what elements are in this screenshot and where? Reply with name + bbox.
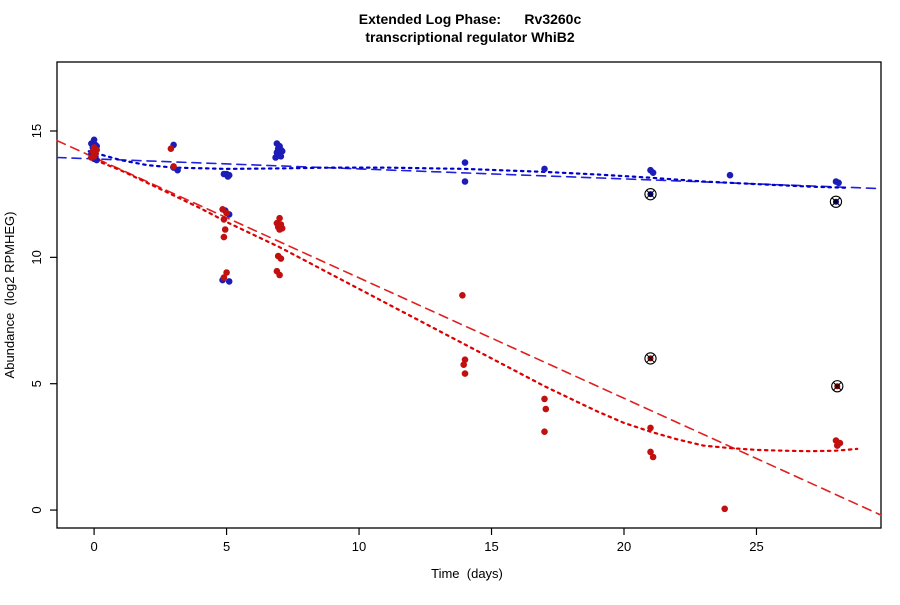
plot-area bbox=[56, 61, 882, 529]
red-condition-point bbox=[541, 395, 548, 403]
blue-linear-fit bbox=[56, 156, 882, 190]
red-linear-fit bbox=[56, 139, 882, 516]
red-condition-point bbox=[220, 216, 228, 223]
x-tick-label: 5 bbox=[223, 539, 230, 554]
red-condition-point bbox=[220, 274, 228, 281]
x-axis-title: Time (days) bbox=[431, 566, 503, 581]
blue-condition-point bbox=[461, 159, 469, 166]
blue-condition-point bbox=[225, 278, 233, 285]
y-tick-label: 10 bbox=[29, 250, 44, 264]
blue-condition-point bbox=[272, 154, 279, 161]
red-condition-point bbox=[647, 448, 654, 456]
red-condition-point bbox=[277, 255, 285, 262]
red-condition-point bbox=[647, 424, 654, 432]
red-condition-point bbox=[460, 361, 468, 369]
red-condition-point bbox=[167, 145, 175, 152]
red-condition-point bbox=[276, 226, 283, 233]
outlier-cross-icon bbox=[646, 354, 655, 363]
red-condition-point bbox=[721, 505, 728, 513]
red-condition-point bbox=[541, 428, 548, 436]
blue-condition-point bbox=[541, 165, 548, 173]
red-smooth-fit bbox=[87, 156, 859, 453]
red-condition-point bbox=[542, 405, 550, 413]
red-condition-point bbox=[223, 269, 230, 276]
data-points bbox=[88, 136, 844, 513]
outlier-cross-icon bbox=[646, 189, 655, 199]
red-condition-point bbox=[461, 370, 469, 377]
red-condition-point bbox=[461, 356, 469, 364]
outlier-ring-icon bbox=[831, 380, 844, 393]
x-tick-label: 15 bbox=[484, 539, 498, 554]
axis-ticks: 0 5 10 15 20 25 0 5 10 15 bbox=[29, 124, 764, 554]
blue-condition-point bbox=[835, 179, 842, 187]
blue-condition-point bbox=[277, 153, 285, 160]
red-condition-point bbox=[459, 292, 466, 299]
blue-condition-point bbox=[649, 169, 657, 176]
chart-title-line1: Extended Log Phase: Rv3260c bbox=[359, 11, 582, 27]
x-tick-label: 25 bbox=[749, 539, 763, 554]
x-tick-label: 20 bbox=[617, 539, 631, 554]
fit-lines bbox=[56, 139, 882, 516]
red-condition-point bbox=[88, 154, 95, 161]
blue-condition-point bbox=[461, 178, 469, 185]
outlier-ring-icon bbox=[644, 352, 657, 365]
y-tick-label: 15 bbox=[29, 124, 44, 138]
x-tick-label: 10 bbox=[352, 539, 366, 554]
red-condition-point bbox=[649, 453, 657, 461]
red-condition-point bbox=[276, 271, 283, 279]
chart-title-line2: transcriptional regulator WhiB2 bbox=[365, 29, 574, 45]
red-condition-point bbox=[221, 226, 229, 233]
y-axis-title: Abundance (log2 RPMHEG) bbox=[2, 212, 17, 379]
outlier-ring-icon bbox=[644, 188, 657, 201]
outlier-cross-icon bbox=[831, 197, 841, 207]
blue-smooth-fit bbox=[87, 150, 851, 189]
y-tick-label: 0 bbox=[29, 506, 44, 513]
red-condition-point bbox=[220, 233, 228, 241]
blue-condition-point bbox=[224, 173, 232, 180]
outlier-cross-icon bbox=[832, 381, 842, 391]
red-condition-point bbox=[170, 163, 177, 170]
y-tick-label: 5 bbox=[29, 380, 44, 387]
blue-condition-point bbox=[726, 171, 734, 179]
red-condition-point bbox=[223, 209, 230, 217]
outlier-ring-icon bbox=[829, 195, 843, 208]
red-condition-point bbox=[276, 214, 283, 222]
x-tick-label: 0 bbox=[90, 539, 97, 554]
red-condition-point bbox=[834, 442, 841, 449]
